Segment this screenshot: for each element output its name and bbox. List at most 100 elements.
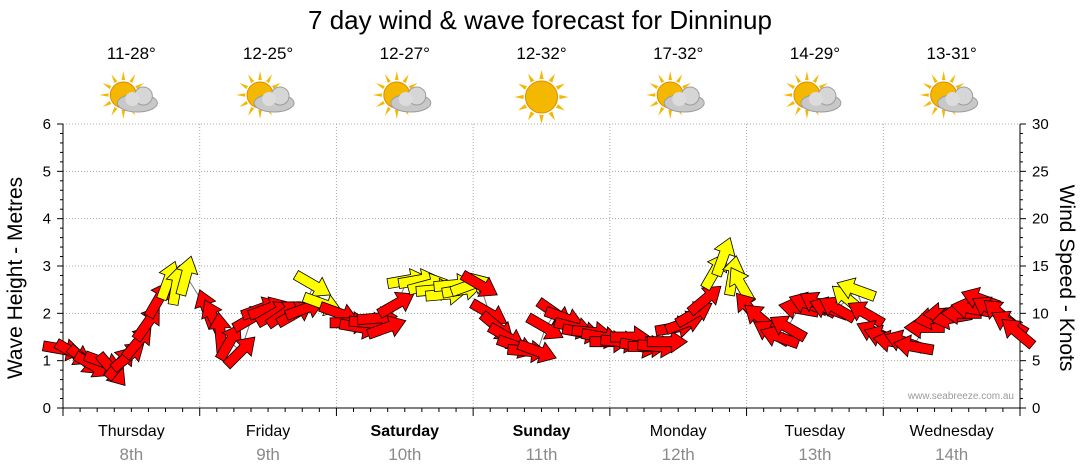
left-axis-tick-label: 3: [43, 258, 51, 275]
right-axis-title: Wind Speed - Knots: [1055, 185, 1078, 372]
date-label: 14th: [935, 445, 968, 464]
sun-ray: [682, 83, 691, 90]
sun-ray: [102, 83, 112, 90]
right-axis-tick-label: 25: [1032, 163, 1049, 180]
right-axis-tick-label: 0: [1032, 400, 1040, 417]
sun-ray: [99, 93, 109, 97]
partly-cloudy-icon: [372, 71, 432, 119]
sun-ray: [676, 74, 683, 84]
sun-ray: [955, 83, 965, 90]
sun-ray: [239, 83, 249, 90]
sun-ray: [528, 73, 535, 83]
chart-title: 7 day wind & wave forecast for Dinninup: [308, 5, 772, 35]
right-axis-tick-label: 10: [1032, 305, 1049, 322]
partly-cloudy-icon: [236, 71, 295, 119]
day-label: Sunday: [513, 423, 571, 440]
sun-ray: [518, 83, 528, 90]
sun-ray: [949, 74, 956, 84]
sun-ray: [265, 74, 273, 84]
sun-ray: [248, 74, 255, 84]
wind-arrow: [1001, 318, 1037, 350]
wind-arrow: [525, 312, 564, 340]
sun-ray: [649, 100, 659, 107]
sun-ray: [649, 83, 659, 90]
sun-ray: [548, 111, 555, 121]
wind-arrow: [686, 285, 722, 317]
cloud-puff: [945, 92, 960, 106]
wind-arrow: [365, 315, 407, 340]
wind-arrow: [376, 291, 415, 319]
left-axis-tick-label: 1: [43, 353, 51, 370]
cloud-puff: [672, 92, 687, 106]
wind-arrow: [893, 334, 935, 358]
sun-ray: [121, 109, 126, 119]
right-axis-tick-label: 5: [1032, 353, 1040, 370]
date-label: 9th: [256, 445, 280, 464]
partly-cloudy-icon: [919, 71, 979, 119]
sun-ray: [372, 93, 382, 97]
day-label: Saturday: [371, 423, 440, 440]
left-axis-tick-label: 0: [43, 400, 51, 417]
sun-ray: [559, 94, 569, 100]
sun-ray: [394, 71, 399, 81]
day-label: Friday: [246, 423, 290, 440]
wind-arrow: [711, 237, 736, 278]
temperature-range: 12-25°: [242, 44, 294, 63]
sun-ray: [239, 100, 249, 107]
watermark: www.seabreeze.com.au: [907, 391, 1014, 402]
sun-ray: [376, 83, 385, 90]
left-axis-tick-label: 2: [43, 305, 51, 322]
sun-ray: [805, 109, 809, 119]
sun-ray: [782, 93, 793, 97]
sun-ray: [258, 109, 262, 119]
partly-cloudy-icon: [99, 71, 158, 119]
sun-ray: [922, 100, 932, 107]
day-label: Tuesday: [785, 423, 846, 440]
right-axis-tick-label: 20: [1032, 211, 1049, 228]
right-axis-tick-label: 30: [1032, 116, 1049, 133]
date-label: 13th: [798, 445, 831, 464]
temperature-range: 13-31°: [926, 44, 977, 63]
left-axis-tick-label: 5: [43, 163, 51, 180]
wind-arrow: [769, 315, 808, 343]
left-axis-title: Wave Height - Metres: [4, 177, 27, 379]
cloud-puff: [808, 92, 823, 106]
cloud-puff: [262, 92, 277, 106]
sun-ray: [555, 104, 565, 111]
temperature-range: 17-32°: [653, 44, 704, 63]
cloud-puff: [125, 92, 140, 106]
sun-ray: [555, 83, 565, 90]
sun-ray: [668, 109, 673, 119]
sun-ray: [402, 74, 409, 84]
sun-ray: [111, 74, 118, 84]
sun-ray: [384, 106, 391, 116]
sun-ray: [272, 83, 281, 90]
sun-ray: [818, 83, 828, 90]
sun-ray: [514, 94, 524, 100]
sun-ray: [135, 83, 145, 90]
sun-ray: [786, 83, 795, 90]
sun-ray: [658, 74, 665, 84]
sun-ray: [668, 71, 673, 81]
sun-ray: [384, 74, 391, 84]
sun-ray: [129, 74, 136, 84]
sun-ray: [394, 109, 399, 119]
sunny-icon: [514, 70, 569, 124]
date-label: 11th: [526, 445, 558, 464]
temperature-range: 11-28°: [106, 44, 156, 63]
sun-ray: [931, 74, 938, 84]
wind-arrow: [222, 336, 256, 370]
temperature-range: 14-29°: [789, 44, 841, 63]
sun-ray: [121, 71, 126, 81]
sun-ray: [941, 71, 946, 81]
day-label: Wednesday: [910, 423, 994, 440]
wind-arrow: [516, 339, 557, 364]
sun-ray: [528, 111, 535, 121]
date-label: 8th: [120, 445, 144, 464]
sun-ray: [922, 83, 932, 90]
sun-disc: [525, 80, 558, 114]
cloud-puff: [398, 92, 413, 106]
temperature-range: 12-32°: [516, 44, 567, 63]
sun-ray: [794, 74, 802, 84]
